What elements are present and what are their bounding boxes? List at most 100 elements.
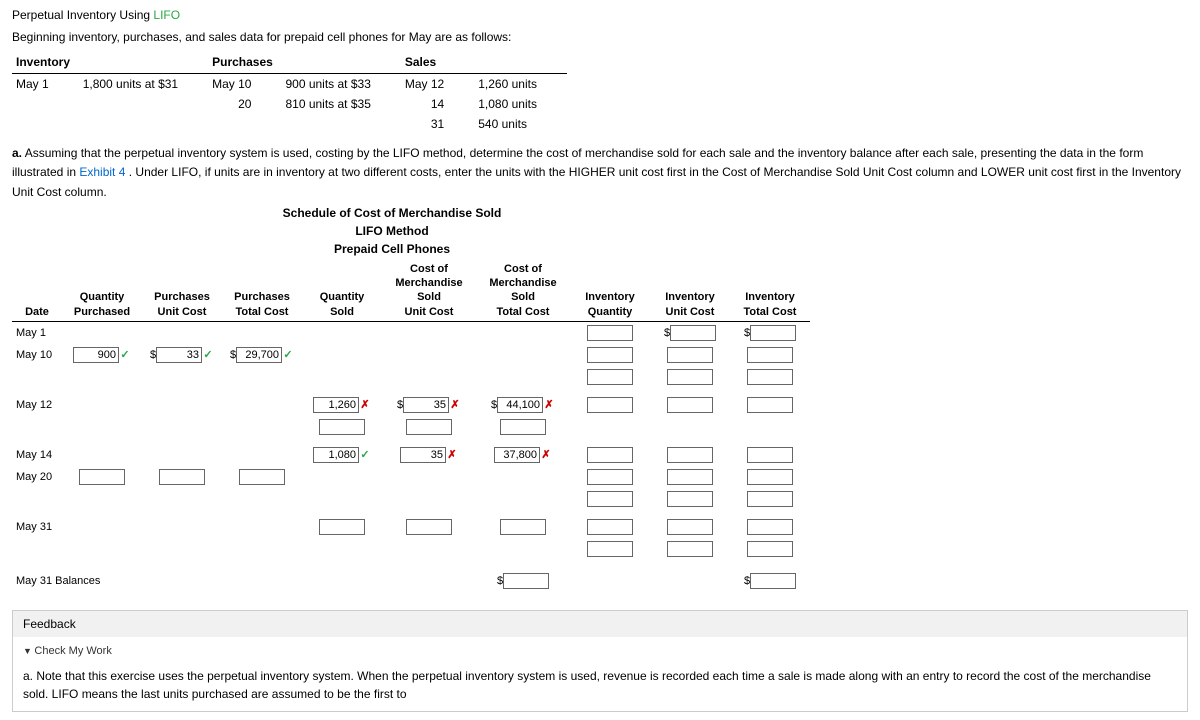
inv-qty-may20-a[interactable] — [587, 469, 633, 485]
sched-t1: Schedule of Cost of Merchandise Sold — [192, 204, 592, 222]
col-date: Date — [12, 260, 62, 322]
col-pur-unit: PurchasesUnit Cost — [142, 260, 222, 322]
inv-unit-may12[interactable] — [667, 397, 713, 413]
inv-tot-may20-b[interactable] — [747, 491, 793, 507]
coms-tot-may12b[interactable] — [500, 419, 546, 435]
date-may14: May 14 — [12, 444, 62, 466]
inv-unit-may31-b[interactable] — [667, 541, 713, 557]
check-icon: ✓ — [119, 348, 131, 361]
qty-pur-may10[interactable] — [73, 347, 119, 363]
pur-val-1: 900 units at $33 — [281, 74, 400, 95]
x-icon: ✗ — [446, 448, 458, 461]
qty-sold-may14[interactable] — [313, 447, 359, 463]
pur-tot-may20[interactable] — [239, 469, 285, 485]
sal-val-2: 1,080 units — [474, 94, 567, 114]
title-method: LIFO — [153, 8, 180, 22]
qty-sold-may31[interactable] — [319, 519, 365, 535]
schedule-title: Schedule of Cost of Merchandise Sold LIF… — [192, 204, 592, 258]
sched-t2: LIFO Method — [192, 222, 592, 240]
pur-unit-may10[interactable] — [156, 347, 202, 363]
inv-unit-may10-a[interactable] — [667, 347, 713, 363]
date-may10: May 10 — [12, 344, 62, 366]
date-may20: May 20 — [12, 466, 62, 488]
date-may31-bal: May 31 Balances — [12, 570, 142, 592]
feedback-note: a. Note that this exercise uses the perp… — [23, 667, 1177, 703]
x-icon: ✗ — [540, 448, 552, 461]
sales-header: Sales — [401, 51, 567, 74]
col-coms-unit: Cost ofMerchandiseSoldUnit Cost — [382, 260, 476, 322]
qty-pur-may20[interactable] — [79, 469, 125, 485]
inv-qty-may10-a[interactable] — [587, 347, 633, 363]
check-icon: ✓ — [202, 348, 214, 361]
coms-unit-may14[interactable] — [400, 447, 446, 463]
qty-sold-may12[interactable] — [313, 397, 359, 413]
coms-tot-may12[interactable] — [497, 397, 543, 413]
inv-unit-may14[interactable] — [667, 447, 713, 463]
x-icon: ✗ — [449, 398, 461, 411]
inv-qty-may14[interactable] — [587, 447, 633, 463]
intro-text: Beginning inventory, purchases, and sale… — [12, 28, 1188, 47]
inv-unit-may20-b[interactable] — [667, 491, 713, 507]
pur-date-2: 20 — [208, 94, 281, 114]
coms-unit-may12[interactable] — [403, 397, 449, 413]
inv-unit-may1[interactable] — [670, 325, 716, 341]
inv-tot-balance[interactable] — [750, 573, 796, 589]
x-icon: ✗ — [359, 398, 371, 411]
inv-unit-may10-b[interactable] — [667, 369, 713, 385]
coms-tot-may31[interactable] — [500, 519, 546, 535]
qty-sold-may12b[interactable] — [319, 419, 365, 435]
inv-tot-may10-a[interactable] — [747, 347, 793, 363]
inv-tot-may10-b[interactable] — [747, 369, 793, 385]
check-my-work-toggle[interactable]: ▼ Check My Work — [23, 645, 1177, 657]
col-qty-purchased: QuantityPurchased — [62, 260, 142, 322]
date-may12: May 12 — [12, 394, 62, 416]
sal-val-3: 540 units — [474, 114, 567, 134]
col-inv-tot: InventoryTotal Cost — [730, 260, 810, 322]
row-may1: May 1 $ $ — [12, 321, 810, 344]
inv-unit-may31-a[interactable] — [667, 519, 713, 535]
inv-qty-may31-b[interactable] — [587, 541, 633, 557]
question-text-2: . Under LIFO, if units are in inventory … — [12, 165, 1181, 198]
pur-tot-may10[interactable] — [236, 347, 282, 363]
row-may12: May 12 ✗ $✗ $✗ — [12, 394, 810, 416]
inv-val-1: 1,800 units at $31 — [79, 74, 208, 95]
date-may1: May 1 — [12, 321, 62, 344]
inv-qty-may12[interactable] — [587, 397, 633, 413]
row-may10b — [12, 366, 810, 388]
inv-tot-may14[interactable] — [747, 447, 793, 463]
inv-qty-may31-a[interactable] — [587, 519, 633, 535]
pur-date-1: May 10 — [208, 74, 281, 95]
exhibit-link[interactable]: Exhibit 4 — [79, 165, 125, 179]
inv-qty-may10-b[interactable] — [587, 369, 633, 385]
row-may20: May 20 — [12, 466, 810, 488]
coms-unit-may31[interactable] — [406, 519, 452, 535]
inv-qty-may20-b[interactable] — [587, 491, 633, 507]
question-a: a. Assuming that the perpetual inventory… — [12, 144, 1188, 202]
data-table: Inventory Purchases Sales May 1 1,800 un… — [12, 51, 567, 134]
row-may10: May 10 ✓ $✓ $✓ — [12, 344, 810, 366]
coms-tot-balance[interactable] — [503, 573, 549, 589]
sal-val-1: 1,260 units — [474, 74, 567, 95]
inv-tot-may31-b[interactable] — [747, 541, 793, 557]
row-may31b — [12, 538, 810, 560]
inv-tot-may12[interactable] — [747, 397, 793, 413]
row-may20b — [12, 488, 810, 510]
inv-qty-may1[interactable] — [587, 325, 633, 341]
coms-unit-may12b[interactable] — [406, 419, 452, 435]
inv-tot-may1[interactable] — [750, 325, 796, 341]
sal-date-2: 14 — [401, 94, 474, 114]
page-title: Perpetual Inventory Using LIFO — [12, 8, 1188, 22]
coms-tot-may14[interactable] — [494, 447, 540, 463]
row-may14: May 14 ✓ ✗ ✗ — [12, 444, 810, 466]
title-prefix: Perpetual Inventory Using — [12, 8, 153, 22]
sal-date-3: 31 — [401, 114, 474, 134]
pur-unit-may20[interactable] — [159, 469, 205, 485]
sal-date-1: May 12 — [401, 74, 474, 95]
inv-tot-may20-a[interactable] — [747, 469, 793, 485]
inv-unit-may20-a[interactable] — [667, 469, 713, 485]
inv-tot-may31-a[interactable] — [747, 519, 793, 535]
row-may12b — [12, 416, 810, 438]
feedback-header: Feedback — [13, 611, 1187, 637]
check-my-work-label: Check My Work — [34, 645, 111, 657]
check-icon: ✓ — [282, 348, 294, 361]
